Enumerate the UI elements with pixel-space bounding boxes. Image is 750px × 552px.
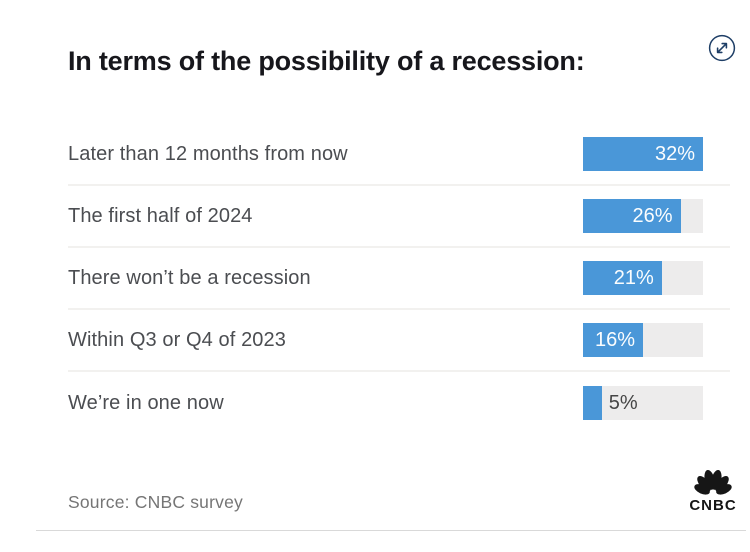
bottom-divider xyxy=(36,530,746,531)
bar-fill: 32% xyxy=(583,137,703,171)
row-label: We’re in one now xyxy=(68,391,224,414)
bar-fill: 5% xyxy=(583,386,638,420)
chart-title: In terms of the possibility of a recessi… xyxy=(68,46,585,76)
bar-value-label: 5% xyxy=(608,391,638,414)
chart-row: Within Q3 or Q4 of 2023 16% xyxy=(68,310,730,372)
chart-row: We’re in one now 5% xyxy=(68,372,730,434)
bar-chart: Later than 12 months from now 32% The fi… xyxy=(68,124,730,434)
bar-value-label: 21% xyxy=(613,266,654,289)
bar-fill: 16% xyxy=(583,323,643,357)
bar-track: 16% xyxy=(583,323,703,357)
bar-value-label: 16% xyxy=(594,328,635,351)
bar-track: 5% xyxy=(583,386,703,420)
cnbc-logo: CNBC xyxy=(688,461,738,513)
expand-arrows-icon xyxy=(708,34,736,62)
bar-value-label: 32% xyxy=(654,142,695,165)
peacock-icon xyxy=(688,461,738,498)
chart-row: There won’t be a recession 21% xyxy=(68,248,730,310)
bar-track: 32% xyxy=(583,137,703,171)
bar-fill: 21% xyxy=(583,261,662,295)
bar-track: 26% xyxy=(583,199,703,233)
bar-fill: 26% xyxy=(583,199,681,233)
bar-value-label: 26% xyxy=(632,204,673,227)
chart-row: Later than 12 months from now 32% xyxy=(68,124,730,186)
expand-button[interactable] xyxy=(708,34,736,62)
bar-track: 21% xyxy=(583,261,703,295)
row-label: The first half of 2024 xyxy=(68,204,253,227)
row-label: Later than 12 months from now xyxy=(68,142,348,165)
cnbc-logo-text: CNBC xyxy=(689,497,737,514)
row-label: There won’t be a recession xyxy=(68,266,311,289)
row-label: Within Q3 or Q4 of 2023 xyxy=(68,328,286,351)
chart-row: The first half of 2024 26% xyxy=(68,186,730,248)
source-caption: Source: CNBC survey xyxy=(68,492,243,512)
